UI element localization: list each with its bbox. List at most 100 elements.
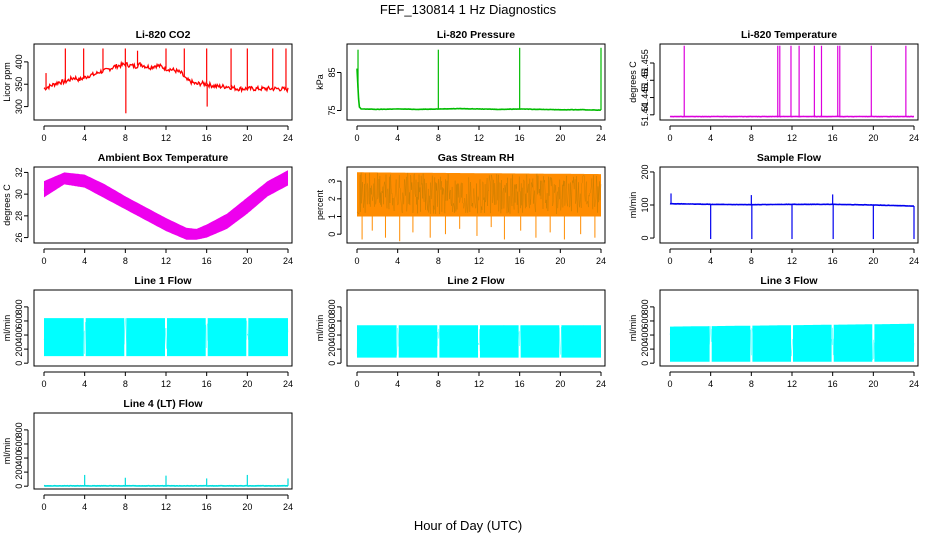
band-texture <box>356 325 602 357</box>
y-tick-label: 0 <box>327 232 337 237</box>
x-tick-label: 8 <box>436 256 441 266</box>
x-tick-label: 24 <box>283 379 293 389</box>
x-tick-label: 16 <box>202 379 212 389</box>
panel-6: Line 1 Flow ml/min 0 4 8 12 16 20 24 0 20040060080… <box>2 275 293 389</box>
band-series <box>874 323 914 362</box>
y-tick-label: 800 <box>14 422 24 437</box>
y-tick-label: 32 <box>14 167 24 177</box>
panel-ylabel: ml/min <box>315 315 325 342</box>
y-tick-label: 85 <box>327 67 337 77</box>
panel-5: Sample Flow ml/min 0 4 8 12 16 20 24 0 100 200 <box>628 152 919 266</box>
x-tick-label: 12 <box>474 256 484 266</box>
x-tick-label: 4 <box>395 133 400 143</box>
x-axis: 0 4 8 12 16 20 24 <box>41 125 293 143</box>
x-tick-label: 12 <box>161 379 171 389</box>
x-axis: 0 4 8 12 16 20 24 <box>667 125 919 143</box>
plot-area <box>356 325 602 358</box>
y-tick-label: 0 <box>640 361 650 366</box>
panel-8: Line 3 Flow ml/min 0 4 8 12 16 20 24 0 20040060080… <box>628 275 919 389</box>
panel-ylabel: kPa <box>315 74 325 90</box>
panel-ylabel: percent <box>315 189 325 220</box>
panel-ylabel: degrees C <box>2 184 12 226</box>
y-tick-label: 200 <box>14 465 24 480</box>
x-tick-label: 12 <box>161 502 171 512</box>
series-line <box>356 68 602 112</box>
plot-area <box>43 318 289 357</box>
x-tick-label: 4 <box>708 256 713 266</box>
y-tick-label: 200 <box>327 342 337 357</box>
x-tick-label: 12 <box>474 133 484 143</box>
x-tick-label: 24 <box>283 133 293 143</box>
y-axis: 75 85 <box>327 67 342 116</box>
band-texture <box>43 171 289 240</box>
x-tick-label: 20 <box>555 379 565 389</box>
x-tick-label: 8 <box>436 133 441 143</box>
panel-title: Gas Stream RH <box>438 152 514 164</box>
y-tick-label: 800 <box>640 299 650 314</box>
plot-area <box>43 170 289 240</box>
x-tick-label: 20 <box>242 502 252 512</box>
x-tick-label: 24 <box>596 133 606 143</box>
x-tick-label: 0 <box>41 502 46 512</box>
x-tick-label: 8 <box>749 256 754 266</box>
y-tick-label: 0 <box>14 484 24 489</box>
y-tick-label: 51.445 <box>640 84 650 112</box>
panel-frame <box>33 166 293 244</box>
y-tick-label: 350 <box>14 77 24 92</box>
y-tick-label: 30 <box>14 189 24 199</box>
x-tick-label: 0 <box>41 379 46 389</box>
plot-area <box>669 323 915 362</box>
band-series <box>752 325 791 362</box>
x-tick-label: 16 <box>828 256 838 266</box>
y-axis: 0 100 200 <box>640 164 655 241</box>
x-tick-label: 24 <box>909 133 919 143</box>
band-series <box>44 170 288 240</box>
y-tick-label: 51.455 <box>640 49 650 77</box>
figure-xlabel: Hour of Day (UTC) <box>413 518 523 533</box>
series-line <box>43 60 289 94</box>
y-tick-label: 0 <box>327 361 337 366</box>
panel-0: Li-820 CO2 Licor ppm 0 4 8 12 16 20 24 300 350 400 <box>2 29 293 143</box>
y-tick-label: 0 <box>640 235 650 240</box>
x-tick-label: 16 <box>202 502 212 512</box>
x-tick-label: 12 <box>161 256 171 266</box>
panel-title: Line 4 (LT) Flow <box>123 398 203 410</box>
x-tick-label: 20 <box>555 133 565 143</box>
plot-area <box>356 47 602 112</box>
panel-ylabel: ml/min <box>628 192 638 219</box>
x-tick-label: 16 <box>515 133 525 143</box>
y-tick-label: 400 <box>14 54 24 69</box>
x-tick-label: 12 <box>474 379 484 389</box>
x-tick-label: 4 <box>708 379 713 389</box>
y-tick-label: 2 <box>327 196 337 201</box>
band-texture <box>356 172 602 215</box>
x-axis: 0 4 8 12 16 20 24 <box>354 371 606 389</box>
x-tick-label: 20 <box>868 133 878 143</box>
x-tick-label: 24 <box>283 502 293 512</box>
y-axis: 26 28 30 32 <box>14 167 29 243</box>
x-axis: 0 4 8 12 16 20 24 <box>41 371 293 389</box>
x-tick-label: 12 <box>787 379 797 389</box>
panel-title: Li-820 CO2 <box>136 29 191 41</box>
y-tick-label: 100 <box>640 197 650 212</box>
x-tick-label: 20 <box>242 379 252 389</box>
x-axis: 0 4 8 12 16 20 24 <box>667 371 919 389</box>
plot-area <box>669 45 914 118</box>
band-texture <box>43 318 289 355</box>
panel-title: Ambient Box Temperature <box>98 152 229 164</box>
y-tick-label: 3 <box>327 179 337 184</box>
y-tick-label: 1 <box>327 214 337 219</box>
panel-frame <box>33 289 293 367</box>
x-tick-label: 12 <box>161 133 171 143</box>
y-tick-label: 600 <box>14 436 24 451</box>
y-tick-label: 600 <box>327 313 337 328</box>
y-tick-label: 800 <box>327 299 337 314</box>
y-tick-label: 400 <box>14 450 24 465</box>
x-tick-label: 0 <box>354 379 359 389</box>
x-tick-label: 4 <box>82 133 87 143</box>
x-tick-label: 0 <box>41 133 46 143</box>
x-axis: 0 4 8 12 16 20 24 <box>354 125 606 143</box>
